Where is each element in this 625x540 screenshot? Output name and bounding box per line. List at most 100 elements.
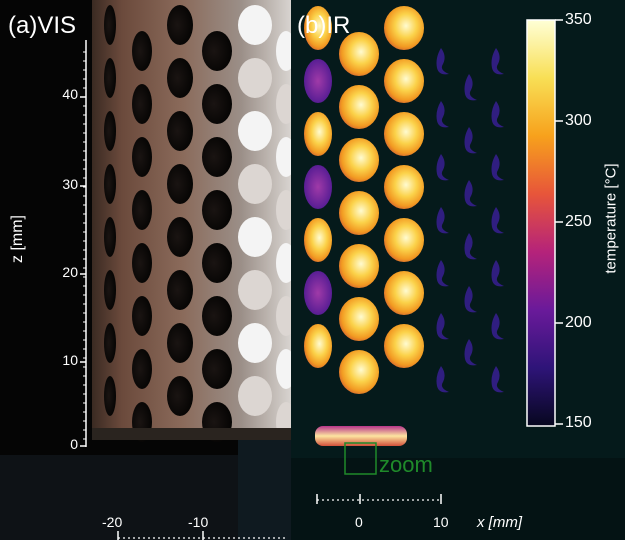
cool-mark (464, 180, 477, 207)
tube-hole (167, 217, 193, 257)
colorbar-tick-label: 300 (565, 112, 592, 129)
colorbar-tick-label: 150 (565, 414, 592, 431)
cool-mark (436, 313, 449, 340)
z-tick-label: 20 (62, 264, 78, 280)
tube-hole (132, 84, 152, 124)
hot-spot (339, 297, 379, 341)
tube-hole (132, 190, 152, 230)
tube-hole (104, 323, 116, 363)
cool-mark (491, 207, 504, 234)
hot-spot (339, 244, 379, 288)
hot-spot (304, 271, 332, 315)
colorbar-tick-label: 350 (565, 11, 592, 28)
tube-hole (167, 323, 193, 363)
tube-hole (238, 164, 272, 204)
tube-hole (202, 137, 232, 177)
hot-spot (384, 6, 424, 50)
tube-hole (202, 296, 232, 336)
cool-mark (436, 207, 449, 234)
vis-panel-title: VIS (37, 12, 77, 39)
hot-spot (384, 218, 424, 262)
hot-spot (304, 112, 332, 156)
tube-hole (202, 31, 232, 71)
tube-hole (276, 296, 291, 336)
tube-hole (132, 296, 152, 336)
cool-mark (491, 101, 504, 128)
ir-panel-title: IR (326, 12, 351, 39)
z-tick-label: 10 (62, 352, 78, 368)
hot-spot (304, 324, 332, 368)
tube-hole (167, 5, 193, 45)
x-axis-ir (316, 494, 442, 504)
tube-hole (276, 190, 291, 230)
hot-spot (339, 350, 379, 394)
tube-hole (104, 164, 116, 204)
z-tick-label: 40 (62, 86, 78, 102)
tube-hole (104, 111, 116, 151)
cool-mark (464, 339, 477, 366)
cool-mark (436, 260, 449, 287)
zoom-label: zoom (379, 452, 433, 477)
tube-hole (238, 217, 272, 257)
vis-holes (104, 5, 291, 442)
tube-hole (276, 243, 291, 283)
cool-mark (491, 154, 504, 181)
colorbar-tick-label: 250 (565, 213, 592, 230)
tube-hole (132, 137, 152, 177)
tube-hole (238, 376, 272, 416)
tube-hole (238, 5, 272, 45)
tube-hole (238, 111, 272, 151)
hot-spot (339, 85, 379, 129)
x-axis-vis (117, 531, 285, 540)
vis-panel: (a)VIS 40 30 20 10 0 z [mm] -20 -10 (0, 0, 291, 540)
tube-hole (276, 137, 291, 177)
cool-mark (436, 366, 449, 393)
tube-hole (276, 349, 291, 389)
tube-hole (104, 5, 116, 45)
hot-spot (304, 6, 332, 50)
tube-hole (202, 190, 232, 230)
tube-hole (104, 217, 116, 257)
tube-hole (202, 349, 232, 389)
hot-spot (304, 165, 332, 209)
hot-spot (384, 271, 424, 315)
colorbar-title: temperature [°C] (602, 163, 620, 274)
cool-mark (491, 260, 504, 287)
tube-hole (202, 243, 232, 283)
tube-hole (104, 270, 116, 310)
cool-mark (464, 233, 477, 260)
tube-hole (238, 323, 272, 363)
tube-hole (104, 58, 116, 98)
cool-mark (464, 286, 477, 313)
tube-hole (167, 376, 193, 416)
x-tick-label-vis: -20 (102, 514, 123, 530)
hot-spot (304, 59, 332, 103)
x-axis-title: x [mm] (477, 514, 522, 531)
z-tick-label: 30 (62, 176, 78, 192)
cool-mark (491, 366, 504, 393)
hot-spot (339, 191, 379, 235)
tube-hole (202, 84, 232, 124)
tube-hole (238, 270, 272, 310)
hot-spot (384, 324, 424, 368)
z-axis (80, 40, 87, 447)
vis-photo (0, 0, 291, 540)
tube-hole (276, 84, 291, 124)
hot-spot (339, 32, 379, 76)
ir-panel-label: (b) (297, 12, 327, 39)
cool-mark (491, 313, 504, 340)
hot-spot (384, 165, 424, 209)
hot-spot (384, 59, 424, 103)
zoom-box[interactable] (344, 442, 377, 475)
ir-panel: (b)IR zoom 0 10 x [mm] 350 300 250 200 1… (291, 0, 625, 540)
tube-hole (276, 31, 291, 71)
cool-mark (464, 74, 477, 101)
vis-panel-label: (a) (8, 12, 38, 39)
cool-mark (491, 48, 504, 75)
colorbar (526, 19, 563, 427)
ir-spots (304, 6, 504, 394)
cool-mark (464, 127, 477, 154)
tube-hole (167, 111, 193, 151)
ir-thermal-image (291, 0, 625, 540)
hot-spot (384, 112, 424, 156)
